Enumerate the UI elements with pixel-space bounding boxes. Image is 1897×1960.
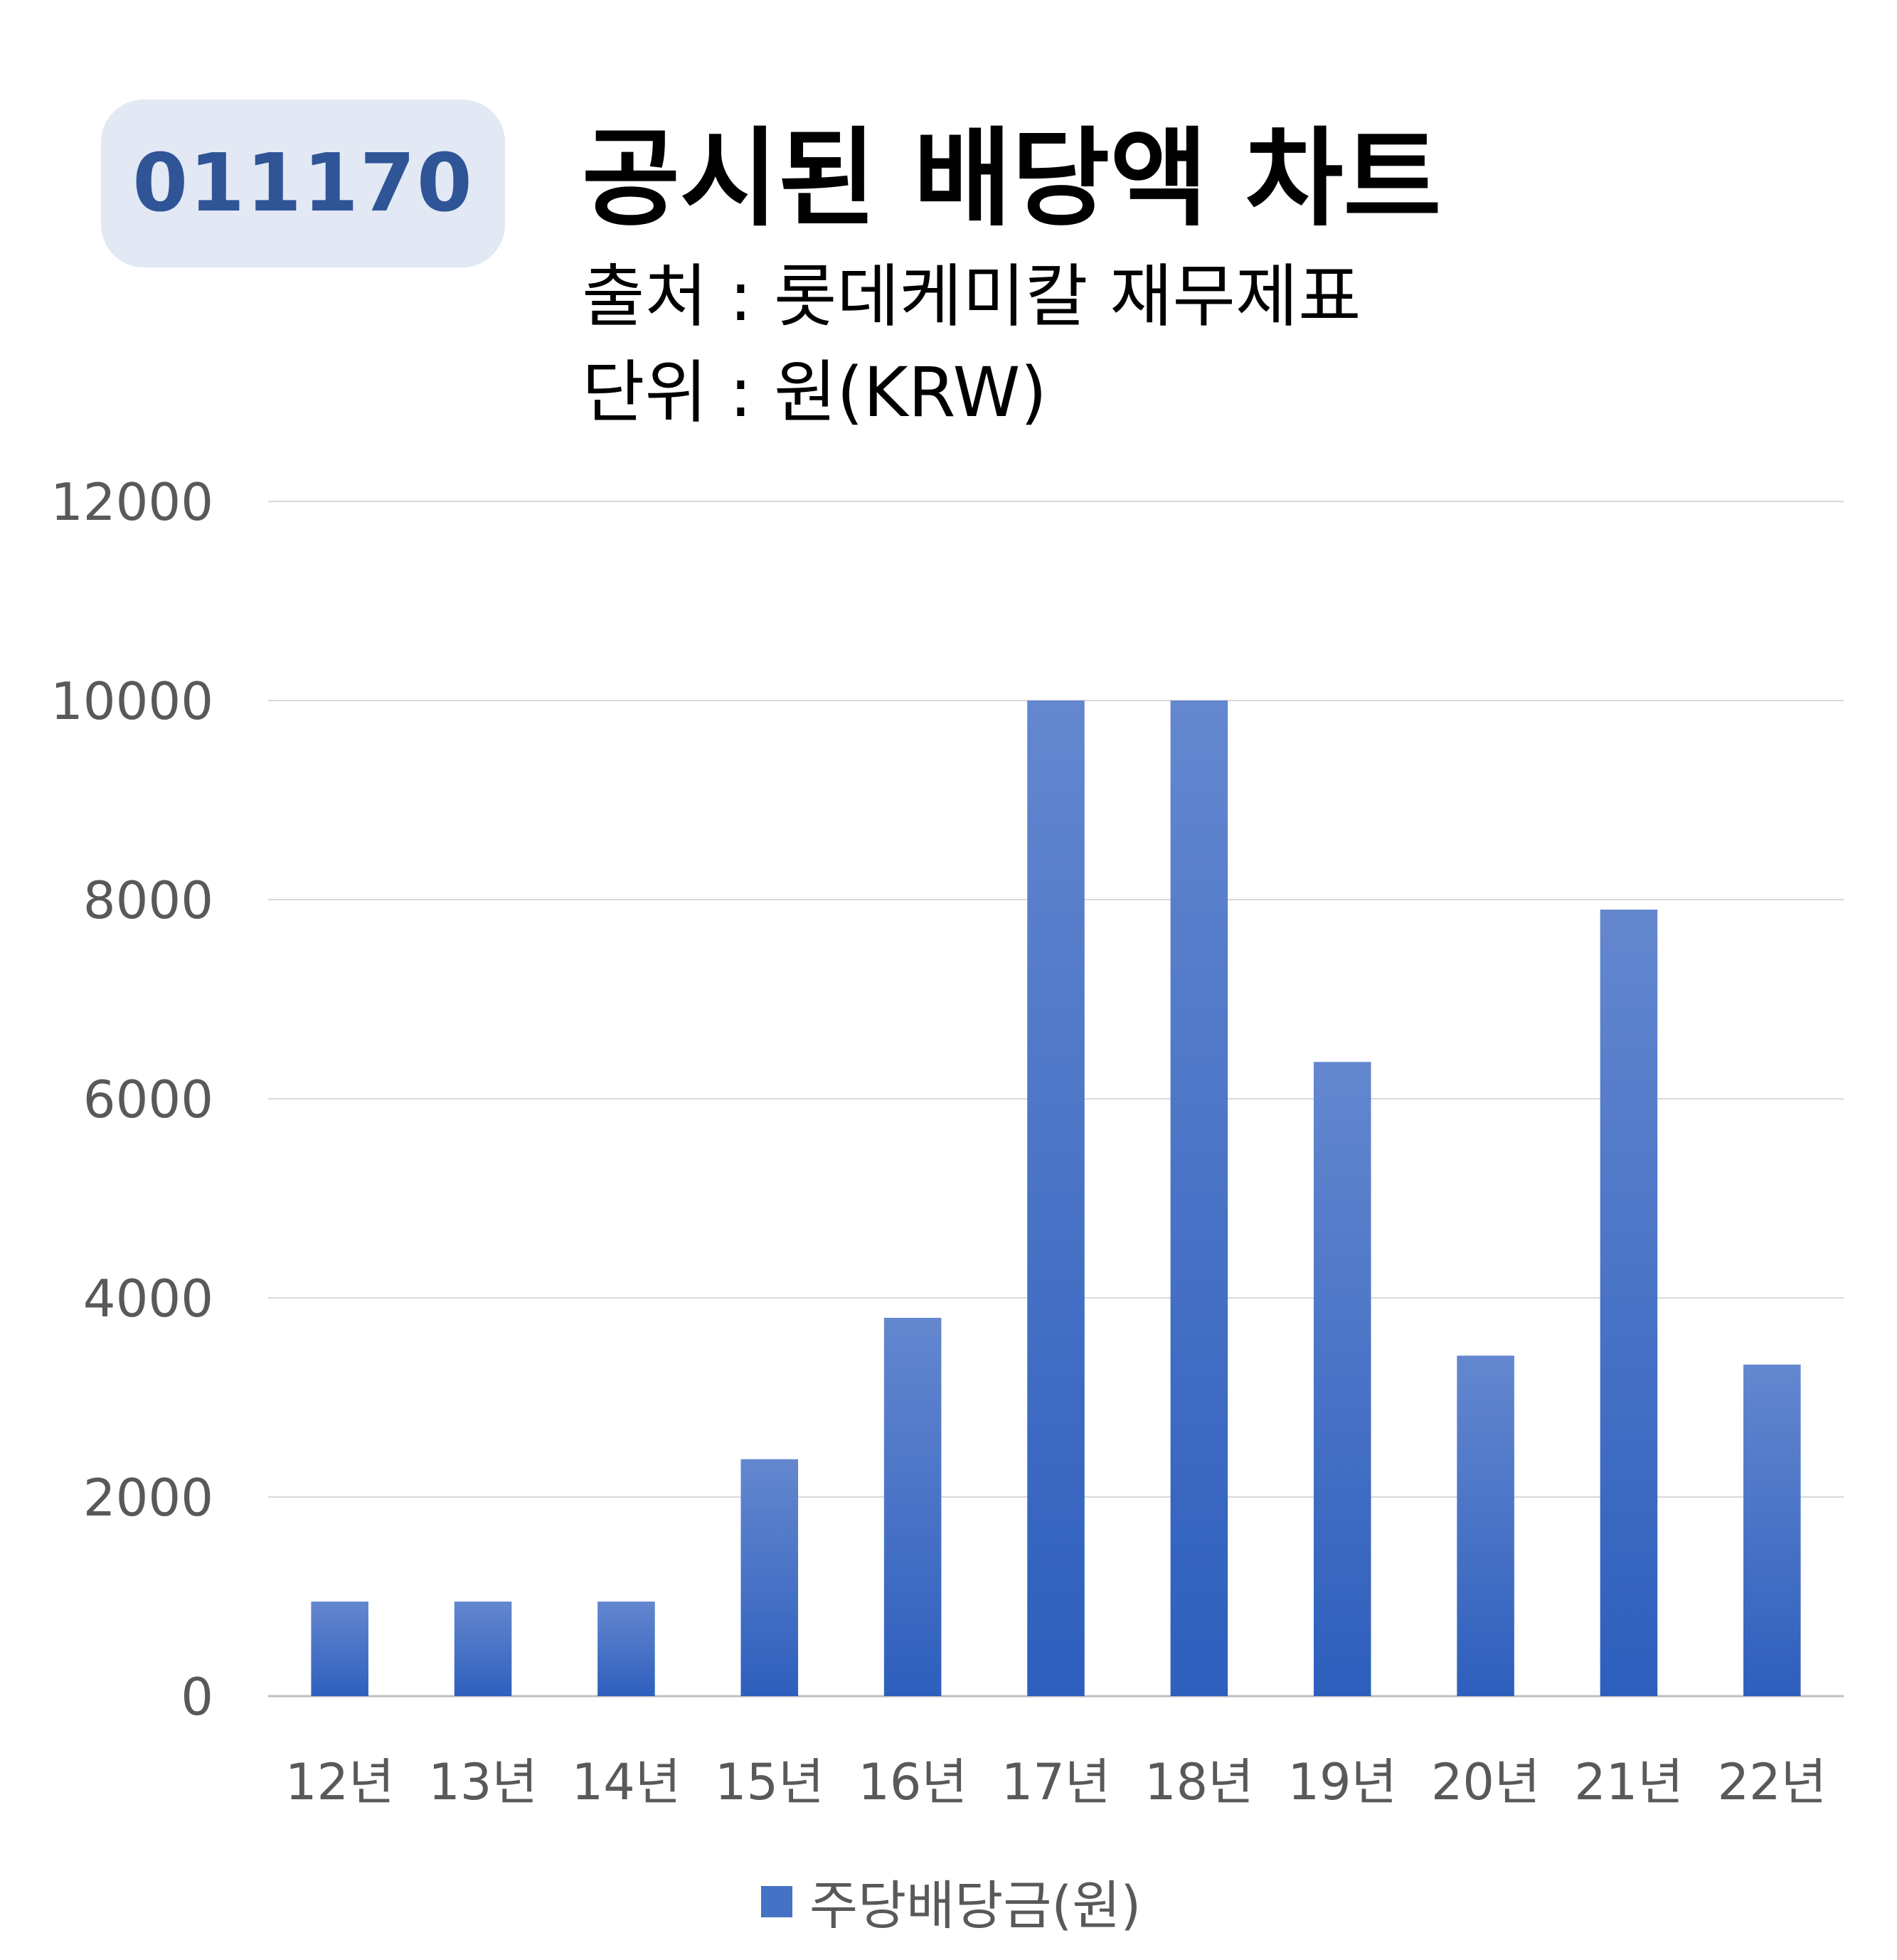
- legend: 주당배당금(원): [761, 1863, 1141, 1939]
- x-tick-label: 19년: [1287, 1753, 1396, 1811]
- bars: [311, 701, 1801, 1696]
- x-tick-label: 12년: [285, 1753, 394, 1811]
- x-tick-label: 21년: [1574, 1753, 1683, 1811]
- y-tick-label: 0: [181, 1667, 213, 1727]
- x-axis-ticks: 12년 13년 14년 15년 16년 17년 18년 19년 20년 21년 22년: [285, 1753, 1827, 1811]
- bar: [1743, 1364, 1801, 1696]
- y-tick-label: 2000: [83, 1468, 213, 1528]
- bar: [1170, 701, 1228, 1696]
- legend-swatch: [761, 1885, 792, 1917]
- bar: [740, 1459, 799, 1696]
- x-tick-label: 13년: [428, 1753, 537, 1811]
- source-line: 출처 : 롯데케미칼 재무제표: [582, 257, 1361, 336]
- unit-line: 단위 : 원(KRW): [582, 353, 1047, 432]
- legend-label: 주당배당금(원): [809, 1875, 1142, 1937]
- bar: [1600, 910, 1658, 1696]
- x-tick-label: 17년: [1001, 1753, 1110, 1811]
- chart-title: 공시된 배당액 차트: [582, 117, 1442, 241]
- x-tick-label: 14년: [572, 1753, 681, 1811]
- bar: [311, 1602, 368, 1696]
- y-tick-label: 4000: [83, 1269, 213, 1328]
- bar: [1457, 1356, 1514, 1696]
- x-tick-label: 18년: [1144, 1753, 1253, 1811]
- stock-code-badge: 011170: [101, 100, 505, 267]
- y-tick-label: 8000: [83, 870, 213, 930]
- y-tick-label: 6000: [83, 1070, 213, 1129]
- bar: [597, 1602, 655, 1696]
- x-tick-label: 16년: [858, 1753, 967, 1811]
- stock-code: 011170: [132, 137, 474, 230]
- bar: [883, 1318, 942, 1696]
- bar: [454, 1602, 512, 1696]
- y-axis-ticks: 0 2000 4000 6000 8000 10000 12000: [51, 472, 213, 1727]
- bar: [1313, 1062, 1371, 1696]
- x-tick-label: 22년: [1718, 1753, 1827, 1811]
- y-tick-label: 10000: [51, 671, 213, 731]
- x-tick-label: 15년: [715, 1753, 824, 1811]
- bar: [1027, 701, 1085, 1696]
- x-tick-label: 20년: [1431, 1753, 1540, 1811]
- y-tick-label: 12000: [51, 472, 213, 532]
